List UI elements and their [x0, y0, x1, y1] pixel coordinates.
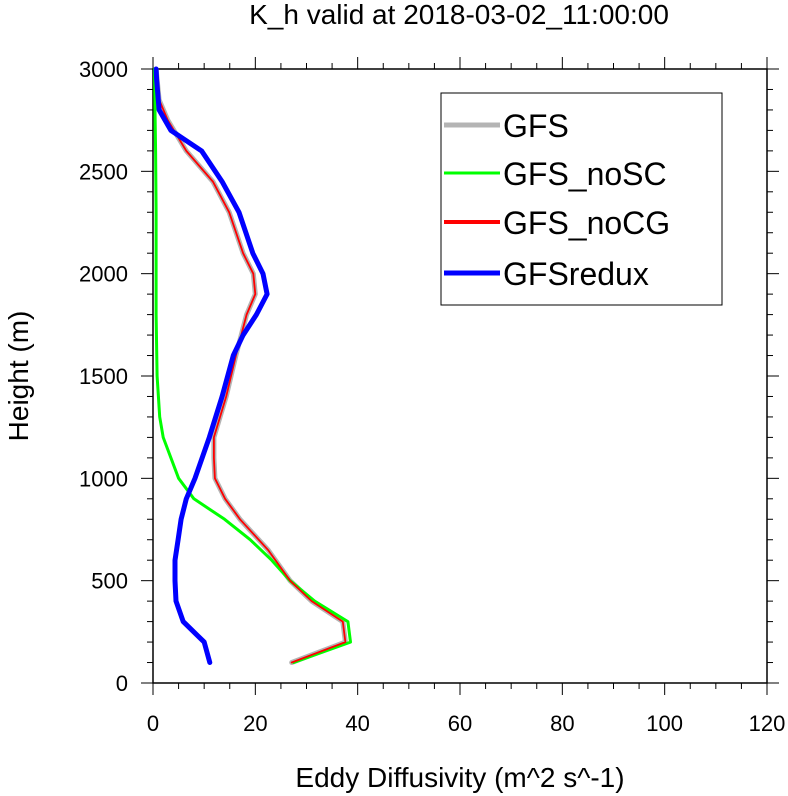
x-tick-label: 60 [448, 711, 472, 736]
y-tick-labels: 0 500 1000 1500 2000 2500 3000 [79, 57, 128, 696]
y-tick-label: 1500 [79, 364, 128, 389]
legend-label: GFS [503, 108, 569, 144]
x-tick-label: 40 [345, 711, 369, 736]
legend-box [440, 92, 723, 306]
x-tick-label: 20 [243, 711, 267, 736]
x-tick-labels: 0 20 40 60 80 100 120 [147, 711, 785, 736]
y-tick-label: 2500 [79, 159, 128, 184]
series-lines [153, 66, 352, 665]
legend-label: GFS_noCG [503, 205, 670, 241]
x-tick-label: 100 [646, 711, 683, 736]
series-line-gfs-nocg [155, 68, 347, 664]
x-tick-label: 80 [550, 711, 574, 736]
series-line-gfs-nosc [153, 67, 352, 664]
legend-label: GFSredux [503, 256, 649, 292]
series-line-gfsredux [153, 66, 270, 665]
legend-label: GFS_noSC [503, 156, 667, 192]
x-tick-label: 0 [147, 711, 159, 736]
y-axis-label: Height (m) [3, 311, 34, 442]
y-tick-label: 500 [91, 569, 128, 594]
y-tick-label: 0 [116, 671, 128, 696]
y-tick-label: 3000 [79, 57, 128, 82]
series-line-gfs [153, 66, 348, 665]
chart-title: K_h valid at 2018-03-02_11:00:00 [249, 0, 669, 30]
axis-ticks [141, 57, 779, 695]
x-tick-label: 120 [749, 711, 786, 736]
y-tick-label: 2000 [79, 262, 128, 287]
x-axis-label: Eddy Diffusivity (m^2 s^-1) [295, 762, 624, 793]
legend: GFS GFS_noSC GFS_noCG GFSredux [440, 92, 723, 306]
y-tick-label: 1000 [79, 466, 128, 491]
